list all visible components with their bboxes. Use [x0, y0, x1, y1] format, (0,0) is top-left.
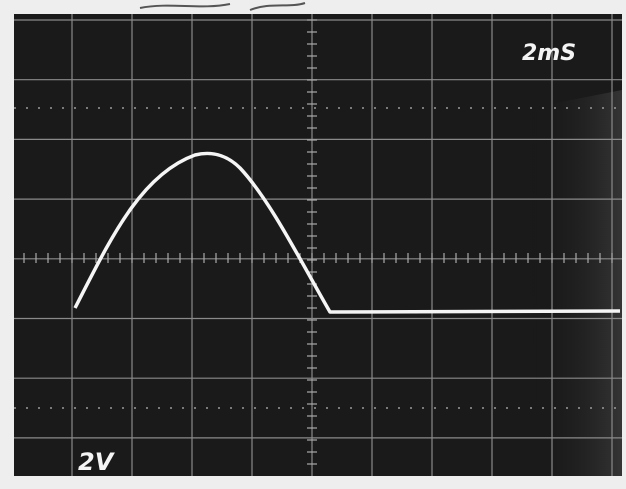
timebase-label: 2mS [522, 41, 576, 66]
volts-label: 2V [78, 448, 116, 476]
page: {"screen": {"timebase": "2mS", "volts_pe… [0, 0, 626, 489]
oscilloscope-photo: 2mS 2V [0, 0, 626, 489]
